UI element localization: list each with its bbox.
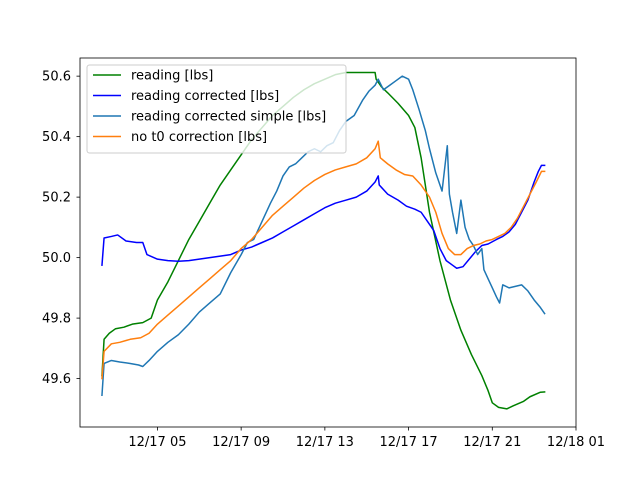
x-tick-label: 12/17 05: [128, 435, 186, 450]
series-line-2: [101, 164, 546, 269]
series-line-4: [101, 140, 546, 380]
x-tick-label: 12/17 09: [212, 435, 270, 450]
y-tick-label: 50.6: [42, 70, 71, 85]
legend: reading [lbs] reading corrected [lbs] read…: [86, 64, 347, 154]
legend-box: [86, 64, 347, 154]
legend-label: reading corrected [lbs]: [131, 89, 279, 104]
x-tick-label: 12/17 17: [380, 435, 438, 450]
y-tick-label: 50.4: [42, 130, 71, 145]
x-tick-label: 12/17 21: [463, 435, 521, 450]
y-tick-label: 49.6: [42, 372, 71, 387]
y-tick-label: 49.8: [42, 312, 71, 327]
y-tick-label: 50.0: [42, 251, 71, 266]
y-axis: 49.6 49.8 50.0 50.2 50.4 50.6: [42, 70, 80, 387]
legend-label: reading corrected simple [lbs]: [131, 110, 326, 125]
x-tick-label: 12/17 13: [296, 435, 354, 450]
y-tick-label: 50.2: [42, 191, 71, 206]
legend-label: no t0 correction [lbs]: [131, 130, 267, 145]
x-axis: 12/17 05 12/17 09 12/17 13 12/17 17 12/17 21…: [128, 427, 605, 450]
series-line-3: [101, 75, 546, 397]
plot-frame: [79, 57, 577, 428]
x-tick-label: 12/18 01: [547, 435, 605, 450]
series-layer: [101, 71, 546, 410]
legend-label: reading [lbs]: [131, 69, 213, 84]
